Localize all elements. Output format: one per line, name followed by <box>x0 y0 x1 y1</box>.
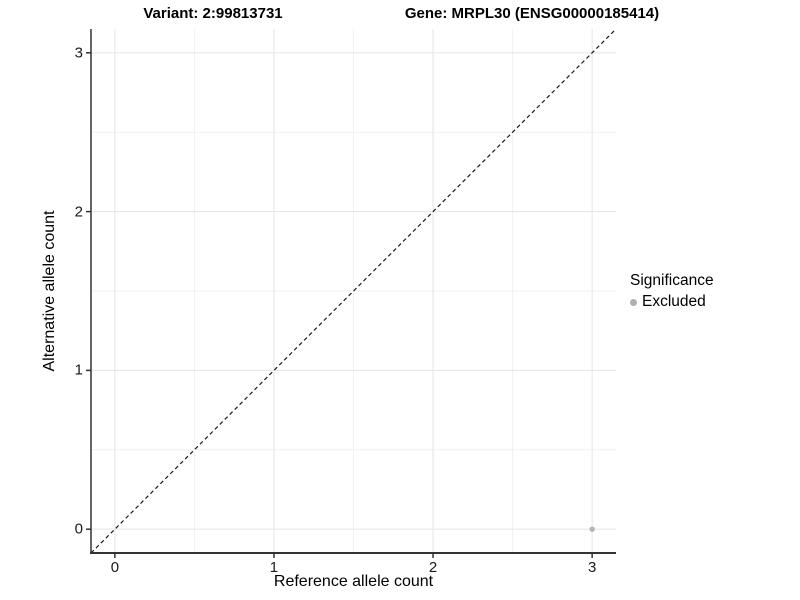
excluded-point-icon <box>630 298 637 306</box>
gene-title: Gene: MRPL30 (ENSG00000185414) <box>404 5 660 22</box>
x-tick-label: 3 <box>587 559 597 576</box>
identity-line <box>90 28 617 554</box>
x-tick-label: 2 <box>428 559 438 576</box>
legend: Significance Excluded <box>630 272 714 311</box>
y-tick-label: 1 <box>74 361 83 379</box>
x-tick-label: 0 <box>110 559 120 576</box>
x-tick-label: 1 <box>269 559 279 576</box>
y-axis-title: Alternative allele count <box>41 210 58 372</box>
y-tick-label: 2 <box>74 203 83 221</box>
legend-title: Significance <box>630 272 714 289</box>
legend-item-label: Excluded <box>642 293 706 310</box>
x-axis-title: Reference allele count <box>273 573 434 590</box>
y-tick-label: 0 <box>74 520 83 538</box>
y-tick-label: 3 <box>74 44 83 62</box>
legend-item-excluded: Excluded <box>630 293 714 311</box>
data-point-excluded <box>589 526 595 532</box>
variant-title: Variant: 2:99813731 <box>143 5 283 22</box>
